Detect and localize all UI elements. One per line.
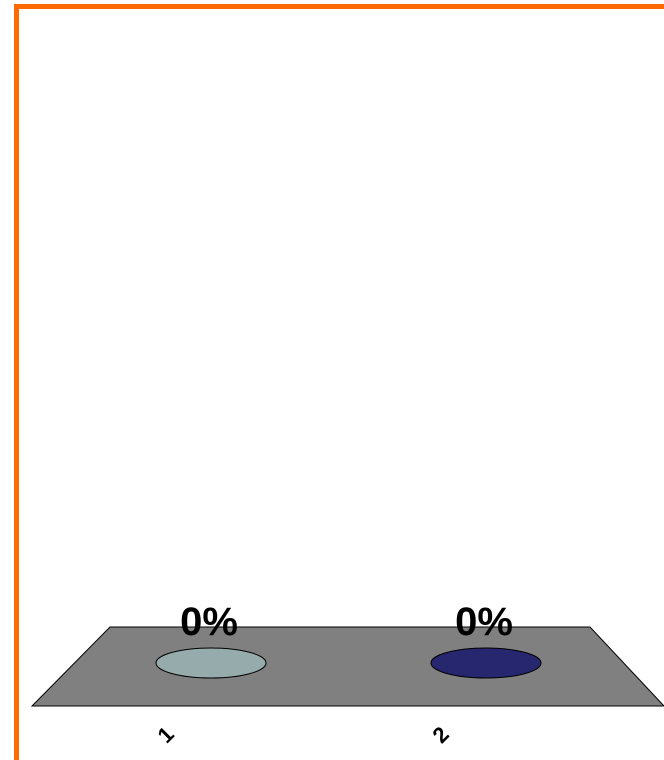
chart-floor [30,626,664,707]
bar-top-1 [155,647,267,679]
bar-cylinder-2 [430,647,542,679]
data-label-1: 0% [180,600,238,644]
x-tick-label-1: 1 [153,722,179,748]
x-tick-label-2: 2 [428,722,454,748]
data-label-2: 0% [455,600,513,644]
bar-top-2 [430,647,542,679]
frame-border-left [14,4,19,760]
bar-cylinder-1 [155,647,267,679]
frame-border-top [14,4,664,9]
